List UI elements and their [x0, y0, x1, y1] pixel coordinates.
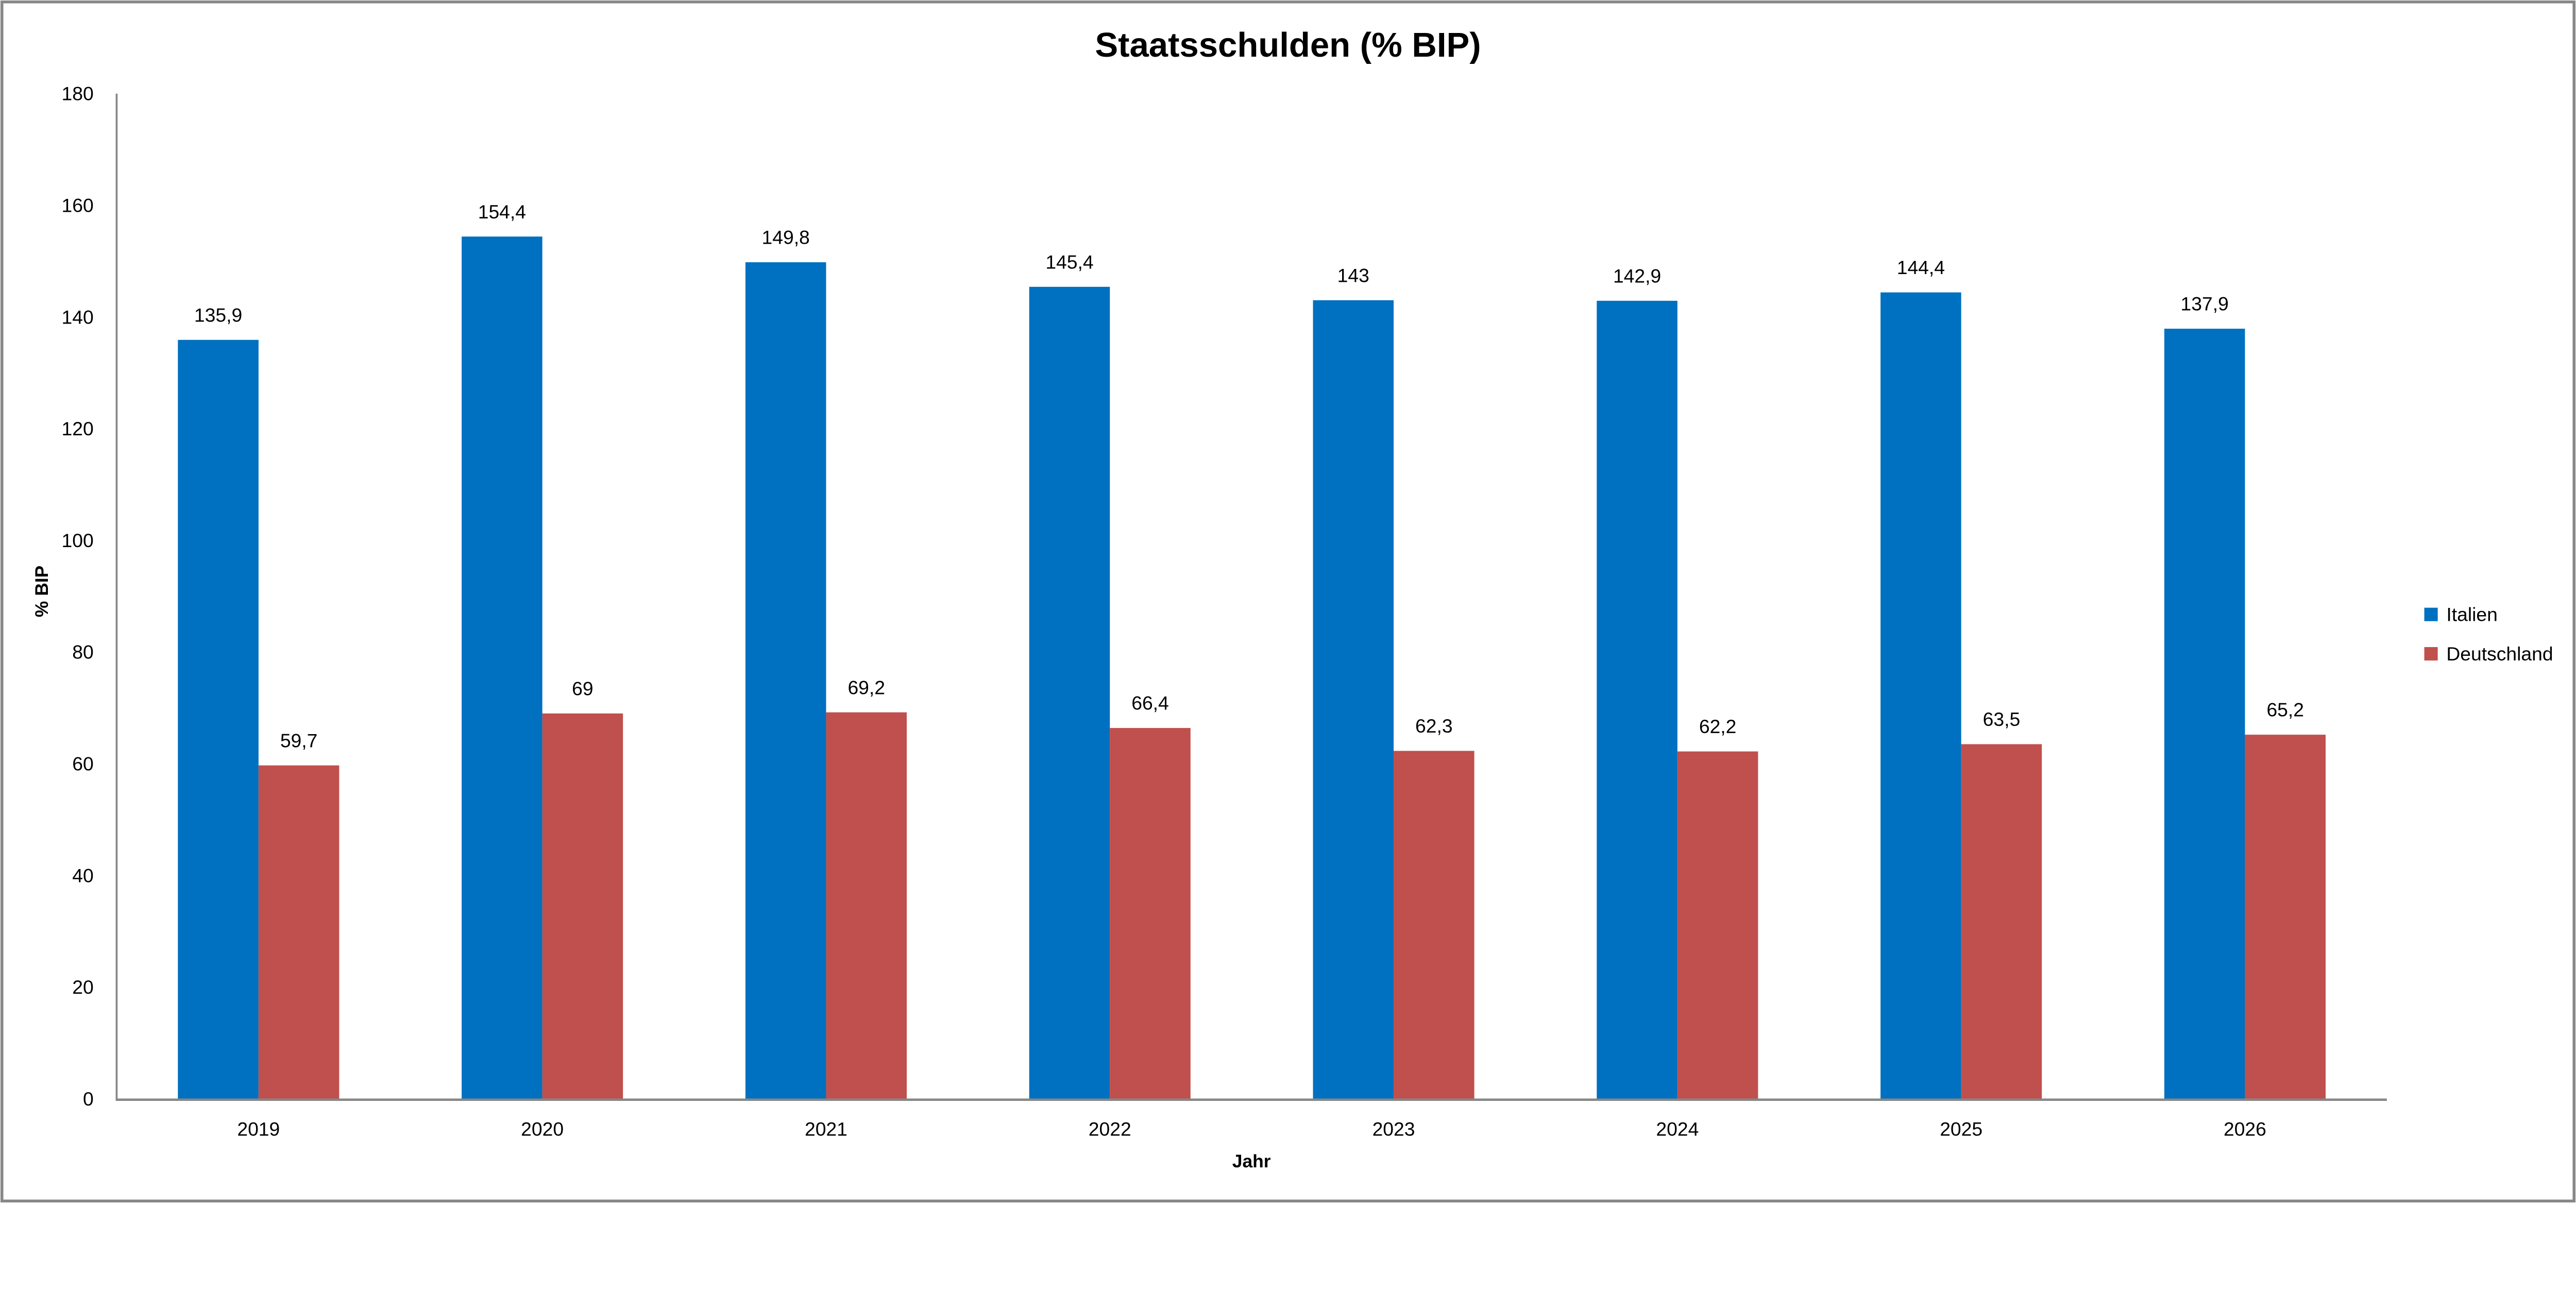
legend-swatch — [2424, 647, 2438, 661]
bar-italien-2026 — [2164, 329, 2245, 1099]
bar-italien-2019 — [178, 339, 259, 1099]
x-tick-label: 2020 — [521, 1118, 564, 1140]
data-label: 137,9 — [2181, 293, 2229, 315]
bar-deutschland-2023 — [1394, 751, 1475, 1099]
data-label: 66,4 — [1131, 692, 1169, 714]
legend-swatch — [2424, 607, 2438, 621]
chart-border — [0, 0, 2576, 1203]
x-tick-label: 2019 — [237, 1118, 280, 1140]
y-tick-label: 40 — [72, 864, 93, 886]
y-tick-label: 140 — [62, 306, 94, 328]
data-label: 154,4 — [478, 201, 526, 223]
bar-italien-2020 — [462, 236, 543, 1099]
legend-label: Italien — [2446, 604, 2497, 625]
data-label: 59,7 — [280, 729, 318, 751]
y-tick-label: 80 — [72, 641, 93, 663]
bar-deutschland-2025 — [1961, 744, 2042, 1099]
chart-title: Staatsschulden (% BIP) — [1095, 26, 1481, 64]
y-tick-label: 100 — [62, 530, 94, 551]
bar-deutschland-2022 — [1110, 728, 1191, 1099]
y-tick-label: 0 — [83, 1088, 94, 1110]
bar-italien-2021 — [745, 262, 826, 1099]
x-tick-label: 2026 — [2224, 1118, 2266, 1140]
bar-deutschland-2020 — [542, 713, 623, 1099]
data-label: 142,9 — [1613, 265, 1661, 286]
y-tick-label: 120 — [62, 418, 94, 439]
y-axis-label: % BIP — [31, 566, 52, 617]
bar-chart: Staatsschulden (% BIP) 0 20 40 60 80 100 120 14… — [0, 0, 2576, 1203]
data-label: 145,4 — [1045, 251, 1093, 273]
data-label: 63,5 — [1983, 708, 2021, 730]
y-tick-label: 60 — [72, 753, 93, 775]
bar-deutschland-2024 — [1677, 751, 1758, 1099]
y-tick-label: 20 — [72, 976, 93, 998]
data-label: 62,3 — [1415, 715, 1453, 737]
x-tick-label: 2025 — [1940, 1118, 1982, 1140]
data-label: 143 — [1337, 264, 1369, 286]
data-label: 144,4 — [1897, 257, 1945, 278]
data-label: 69,2 — [848, 676, 885, 698]
x-tick-label: 2023 — [1372, 1118, 1415, 1140]
data-label: 149,8 — [762, 227, 810, 248]
data-label: 135,9 — [194, 304, 242, 326]
legend: Italien Deutschland — [2424, 604, 2553, 665]
data-label: 62,2 — [1699, 716, 1737, 737]
x-axis-label: Jahr — [1232, 1151, 1271, 1171]
bar-italien-2022 — [1029, 286, 1110, 1099]
x-tick-label: 2024 — [1656, 1118, 1699, 1140]
bar-deutschland-2021 — [826, 712, 907, 1099]
bar-italien-2025 — [1880, 292, 1961, 1099]
bar-deutschland-2026 — [2245, 735, 2326, 1099]
legend-label: Deutschland — [2446, 643, 2553, 665]
bar-italien-2023 — [1313, 300, 1394, 1099]
x-tick-label: 2022 — [1089, 1118, 1131, 1140]
y-tick-label: 160 — [62, 195, 94, 216]
data-label: 69 — [572, 678, 593, 700]
bar-italien-2024 — [1597, 300, 1677, 1099]
bar-deutschland-2019 — [258, 765, 340, 1099]
data-label: 65,2 — [2266, 699, 2304, 721]
y-tick-label: 180 — [62, 83, 94, 105]
x-tick-label: 2021 — [805, 1118, 848, 1140]
